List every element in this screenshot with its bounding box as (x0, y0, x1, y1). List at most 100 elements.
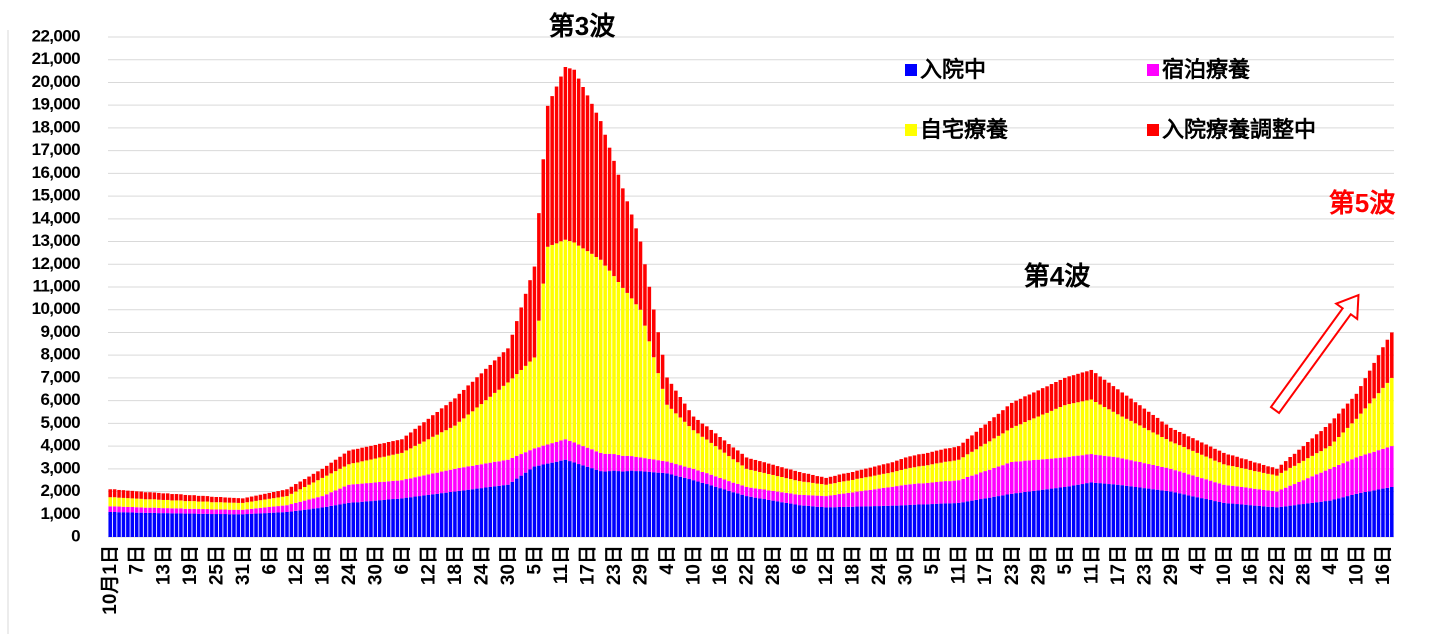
bar-segment (1080, 372, 1085, 402)
bar-segment (236, 502, 241, 510)
bar-segment (205, 513, 210, 537)
bar-segment (934, 450, 939, 464)
bar-segment (479, 464, 484, 489)
bar-segment (881, 487, 886, 506)
bar-segment (391, 454, 395, 481)
bar-segment (1093, 373, 1098, 402)
y-tick-label: 16,000 (32, 163, 81, 182)
bar-segment (939, 462, 943, 482)
bar-segment (444, 492, 448, 537)
bar-segment (881, 473, 886, 488)
bar-segment (355, 448, 360, 463)
bar-segment (139, 512, 143, 537)
bar-segment (979, 446, 983, 473)
bar-segment (351, 484, 356, 503)
bar-segment (276, 512, 280, 537)
bar-segment (956, 446, 961, 460)
bar-segment (112, 512, 117, 537)
bar-segment (740, 465, 744, 486)
bar-segment (1054, 382, 1058, 409)
bar-segment (1372, 398, 1376, 452)
bar-segment (333, 490, 338, 506)
bar-segment (382, 443, 386, 457)
bar-segment (1213, 448, 1217, 461)
bar-segment (510, 457, 515, 482)
bar-segment (559, 76, 563, 242)
bar-segment (762, 499, 767, 537)
bar-segment (134, 512, 139, 537)
y-tick-label: 2,000 (40, 481, 80, 500)
bar-segment (1341, 497, 1345, 537)
bar-segment (625, 471, 630, 537)
bar-segment (554, 442, 559, 462)
bar-segment (886, 473, 890, 488)
bar-segment (886, 487, 890, 506)
bar-segment (1230, 455, 1235, 467)
bar-segment (506, 484, 510, 537)
bar-segment (952, 480, 957, 504)
bar-segment (537, 320, 541, 448)
bar-segment (1367, 403, 1372, 454)
bar-segment (1062, 457, 1067, 487)
bar-segment (1372, 451, 1376, 491)
bar-segment (422, 441, 426, 476)
bar-segment (850, 506, 855, 537)
bar-segment (1133, 487, 1138, 537)
bar-segment (735, 483, 740, 494)
bar-segment (369, 501, 373, 537)
bar-segment (1071, 403, 1076, 457)
bar-segment (727, 490, 731, 537)
annotation: 第5波 (1329, 188, 1396, 218)
bar-segment (258, 494, 263, 501)
bar-segment (152, 492, 157, 500)
bar-segment (254, 500, 258, 509)
bar-segment (674, 475, 678, 537)
bar-segment (431, 494, 435, 537)
bar-segment (1385, 339, 1390, 383)
bar-segment (590, 468, 594, 537)
bar-segment (347, 464, 351, 485)
bar-segment (497, 485, 501, 537)
bar-segment (1067, 486, 1071, 537)
bar-segment (117, 489, 121, 498)
bar-segment (705, 473, 709, 485)
bar-segment (1345, 496, 1350, 537)
bar-segment (758, 461, 762, 472)
bar-segment (121, 506, 126, 513)
x-tick-label: 6日 (259, 545, 280, 575)
bar-segment (819, 507, 824, 537)
bar-segment (1080, 401, 1085, 456)
bar-segment (1040, 388, 1045, 415)
bar-segment (1319, 451, 1323, 473)
bar-segment (797, 505, 802, 537)
bar-segment (731, 447, 736, 460)
bar-segment (404, 450, 409, 480)
bar-segment (811, 506, 815, 537)
bar-segment (488, 462, 493, 487)
bar-segment (872, 489, 877, 507)
bar-segment (302, 509, 307, 537)
bar-segment (762, 489, 767, 500)
bar-segment (868, 467, 873, 477)
bar-segment (1076, 373, 1080, 403)
bar-segment (979, 427, 983, 447)
bar-segment (696, 481, 700, 537)
y-tick-label: 11,000 (33, 276, 81, 295)
bar-segment (263, 499, 267, 508)
bar-segment (705, 426, 709, 440)
bar-segment (1376, 393, 1381, 451)
x-tick-label: 29日 (1161, 545, 1182, 585)
bar-segment (413, 445, 417, 478)
bar-segment (563, 459, 568, 537)
bar-segment (1314, 474, 1319, 503)
bar-segment (263, 507, 267, 514)
bar-segment (921, 453, 926, 466)
bar-segment (484, 400, 488, 464)
y-tick-label: 14,000 (32, 208, 81, 227)
bar-segment (519, 369, 523, 455)
bar-segment (360, 501, 364, 537)
bar-segment (718, 477, 722, 489)
bar-segment (271, 498, 276, 507)
bar-segment (926, 482, 930, 505)
bar-segment (1067, 376, 1071, 405)
